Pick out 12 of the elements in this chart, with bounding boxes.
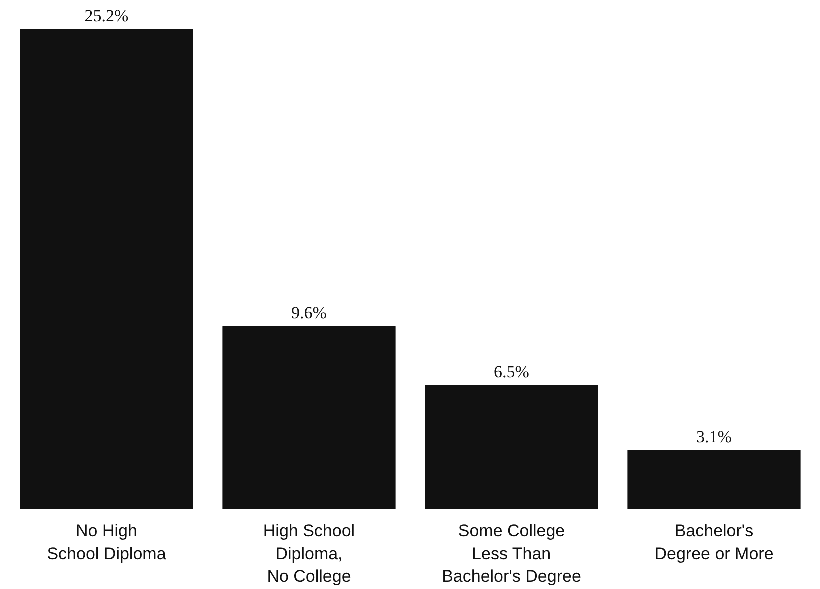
data-label: 3.1% bbox=[696, 427, 732, 446]
x-tick-label: High School Diploma, No College bbox=[263, 522, 356, 586]
x-tick-label: Bachelor's Degree or More bbox=[654, 522, 774, 564]
x-tick-label: No High School Diploma bbox=[47, 522, 167, 564]
x-tick-label: Some College Less Than Bachelor's Degree bbox=[442, 522, 582, 586]
data-label: 25.2% bbox=[84, 6, 129, 26]
bar bbox=[425, 385, 598, 510]
bar bbox=[222, 326, 396, 510]
data-label: 6.5% bbox=[494, 362, 530, 382]
bar bbox=[628, 450, 801, 510]
data-label: 9.6% bbox=[292, 304, 327, 323]
bar bbox=[20, 29, 194, 510]
